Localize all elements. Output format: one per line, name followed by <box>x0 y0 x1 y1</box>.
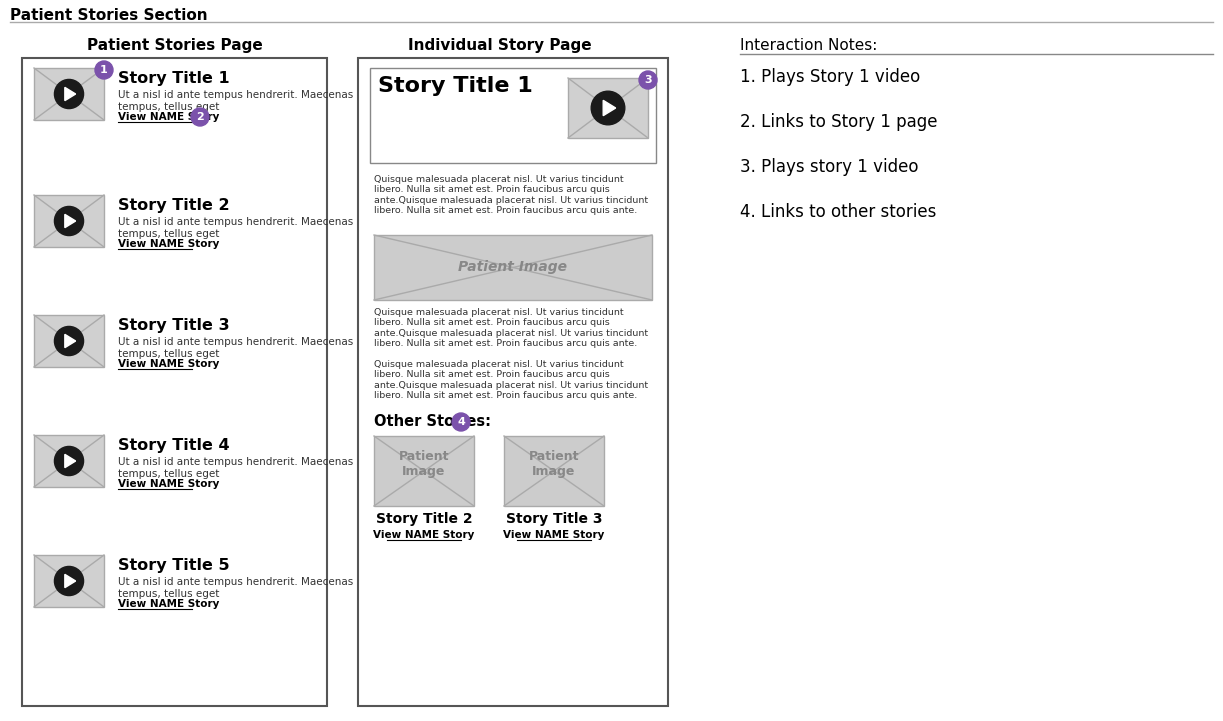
FancyBboxPatch shape <box>567 78 648 138</box>
Text: Story Title 4: Story Title 4 <box>117 438 230 453</box>
FancyBboxPatch shape <box>34 68 104 120</box>
Text: Other Stories:: Other Stories: <box>374 414 490 429</box>
Text: 4. Links to other stories: 4. Links to other stories <box>740 203 937 221</box>
Text: View NAME Story: View NAME Story <box>117 239 219 249</box>
Polygon shape <box>65 214 76 228</box>
Text: Interaction Notes:: Interaction Notes: <box>740 38 877 53</box>
Text: 2: 2 <box>196 112 204 122</box>
Text: View NAME Story: View NAME Story <box>117 112 219 122</box>
FancyBboxPatch shape <box>34 555 104 607</box>
FancyBboxPatch shape <box>22 58 327 706</box>
Text: Story Title 5: Story Title 5 <box>117 558 230 573</box>
Polygon shape <box>65 454 76 468</box>
Text: Story Title 1: Story Title 1 <box>378 76 533 96</box>
Text: Story Title 1: Story Title 1 <box>117 71 230 86</box>
Text: Ut a nisl id ante tempus hendrerit. Maecenas
tempus, tellus eget: Ut a nisl id ante tempus hendrerit. Maec… <box>117 217 353 239</box>
Circle shape <box>453 413 470 431</box>
Circle shape <box>638 71 657 89</box>
Text: 1: 1 <box>100 65 108 75</box>
Circle shape <box>55 327 83 355</box>
Polygon shape <box>65 87 76 101</box>
Text: 4: 4 <box>457 417 465 427</box>
Text: Patient Stories Page: Patient Stories Page <box>87 38 263 53</box>
Text: Quisque malesuada placerat nisl. Ut varius tincidunt
libero. Nulla sit amet est.: Quisque malesuada placerat nisl. Ut vari… <box>374 175 648 215</box>
Polygon shape <box>65 575 76 588</box>
Circle shape <box>95 61 113 79</box>
Text: View NAME Story: View NAME Story <box>504 530 604 540</box>
Text: Ut a nisl id ante tempus hendrerit. Maecenas
tempus, tellus eget: Ut a nisl id ante tempus hendrerit. Maec… <box>117 577 353 598</box>
Text: View NAME Story: View NAME Story <box>117 599 219 609</box>
FancyBboxPatch shape <box>374 436 475 506</box>
Circle shape <box>55 206 83 236</box>
Circle shape <box>55 446 83 476</box>
Circle shape <box>55 79 83 109</box>
Text: Story Title 2: Story Title 2 <box>375 512 472 526</box>
Text: Story Title 3: Story Title 3 <box>506 512 602 526</box>
Polygon shape <box>603 100 615 115</box>
FancyBboxPatch shape <box>371 68 656 163</box>
FancyBboxPatch shape <box>34 435 104 487</box>
Text: 2. Links to Story 1 page: 2. Links to Story 1 page <box>740 113 938 131</box>
Circle shape <box>591 91 625 125</box>
Text: Patient
Image: Patient Image <box>399 450 449 478</box>
Text: Quisque malesuada placerat nisl. Ut varius tincidunt
libero. Nulla sit amet est.: Quisque malesuada placerat nisl. Ut vari… <box>374 360 648 400</box>
Text: Patient
Image: Patient Image <box>528 450 580 478</box>
Text: Patient Stories Section: Patient Stories Section <box>10 8 208 23</box>
Text: 1. Plays Story 1 video: 1. Plays Story 1 video <box>740 68 920 86</box>
Text: Ut a nisl id ante tempus hendrerit. Maecenas
tempus, tellus eget: Ut a nisl id ante tempus hendrerit. Maec… <box>117 457 353 479</box>
Polygon shape <box>65 335 76 348</box>
Text: View NAME Story: View NAME Story <box>117 359 219 369</box>
FancyBboxPatch shape <box>374 235 652 300</box>
FancyBboxPatch shape <box>358 58 668 706</box>
Text: Ut a nisl id ante tempus hendrerit. Maecenas
tempus, tellus eget: Ut a nisl id ante tempus hendrerit. Maec… <box>117 90 353 112</box>
Text: Individual Story Page: Individual Story Page <box>408 38 592 53</box>
FancyBboxPatch shape <box>34 195 104 247</box>
Text: 3: 3 <box>645 75 652 85</box>
Text: Ut a nisl id ante tempus hendrerit. Maecenas
tempus, tellus eget: Ut a nisl id ante tempus hendrerit. Maec… <box>117 337 353 358</box>
Circle shape <box>55 567 83 596</box>
Circle shape <box>191 108 209 126</box>
FancyBboxPatch shape <box>504 436 604 506</box>
Text: View NAME Story: View NAME Story <box>373 530 475 540</box>
Text: Quisque malesuada placerat nisl. Ut varius tincidunt
libero. Nulla sit amet est.: Quisque malesuada placerat nisl. Ut vari… <box>374 308 648 348</box>
Text: Patient Image: Patient Image <box>459 260 567 275</box>
Text: Story Title 3: Story Title 3 <box>117 318 230 333</box>
Text: 3. Plays story 1 video: 3. Plays story 1 video <box>740 158 918 176</box>
Text: View NAME Story: View NAME Story <box>117 479 219 489</box>
Text: Story Title 2: Story Title 2 <box>117 198 230 213</box>
FancyBboxPatch shape <box>34 315 104 367</box>
